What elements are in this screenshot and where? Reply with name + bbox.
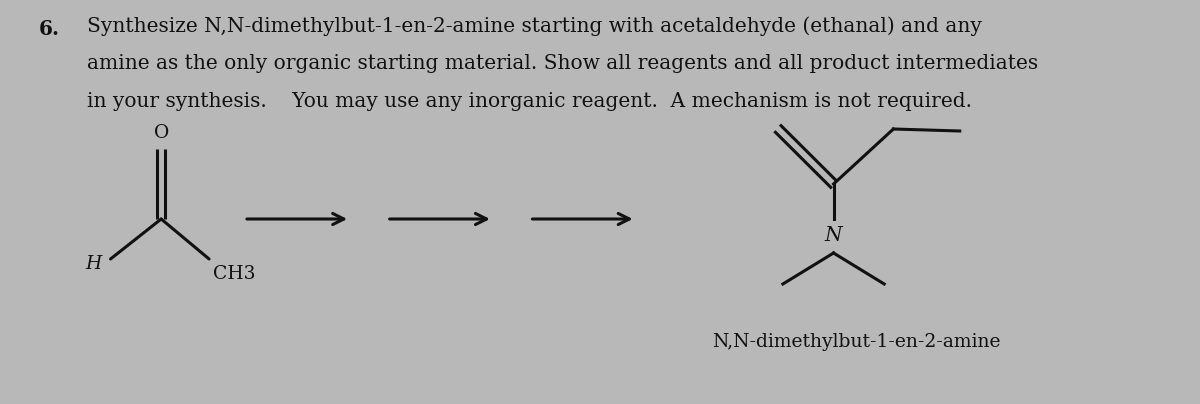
- Text: in your synthesis.    You may use any inorganic reagent.  A mechanism is not req: in your synthesis. You may use any inorg…: [88, 92, 972, 111]
- Text: O: O: [154, 124, 169, 142]
- Text: Synthesize N,N-dimethylbut-1-en-2-amine starting with acetaldehyde (ethanal) and: Synthesize N,N-dimethylbut-1-en-2-amine …: [88, 16, 983, 36]
- Text: N,N-dimethylbut-1-en-2-amine: N,N-dimethylbut-1-en-2-amine: [713, 333, 1001, 351]
- Text: 6.: 6.: [38, 19, 60, 39]
- Text: amine as the only organic starting material. Show all reagents and all product i: amine as the only organic starting mater…: [88, 54, 1039, 73]
- Text: H: H: [85, 255, 101, 273]
- Text: CH3: CH3: [212, 265, 256, 283]
- Text: N: N: [824, 227, 842, 246]
